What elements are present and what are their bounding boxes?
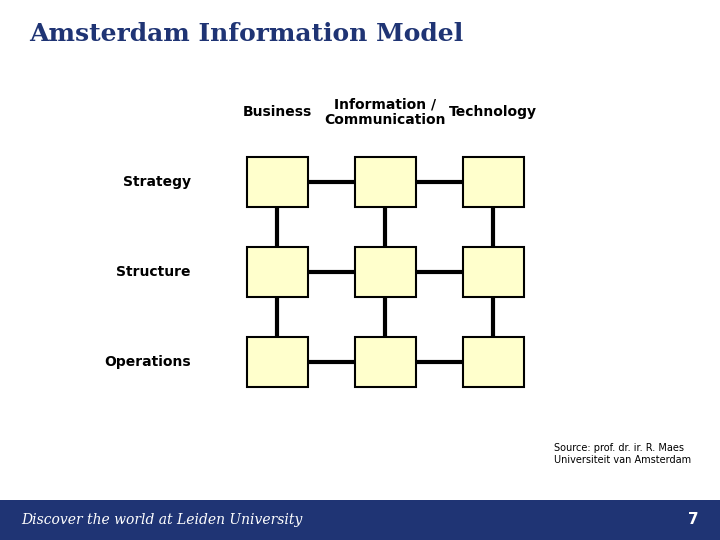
Text: Amsterdam Information Model: Amsterdam Information Model	[29, 23, 463, 46]
Bar	[355, 157, 416, 207]
Text: Discover the world at Leiden University: Discover the world at Leiden University	[22, 513, 303, 526]
Bar	[246, 247, 308, 297]
Text: Operations: Operations	[104, 355, 191, 369]
Bar	[463, 337, 523, 387]
Bar	[355, 247, 416, 297]
Text: 7: 7	[688, 512, 698, 527]
Text: Business: Business	[243, 105, 312, 119]
Text: Information /
Communication: Information / Communication	[325, 97, 446, 127]
Text: Strategy: Strategy	[123, 176, 191, 190]
Text: Source: prof. dr. ir. R. Maes
Universiteit van Amsterdam: Source: prof. dr. ir. R. Maes Universite…	[554, 443, 691, 464]
Bar	[246, 337, 308, 387]
Bar	[463, 157, 523, 207]
Text: Technology: Technology	[449, 105, 537, 119]
Text: Structure: Structure	[117, 265, 191, 279]
Bar	[355, 337, 416, 387]
Bar	[463, 247, 523, 297]
Bar	[246, 157, 308, 207]
